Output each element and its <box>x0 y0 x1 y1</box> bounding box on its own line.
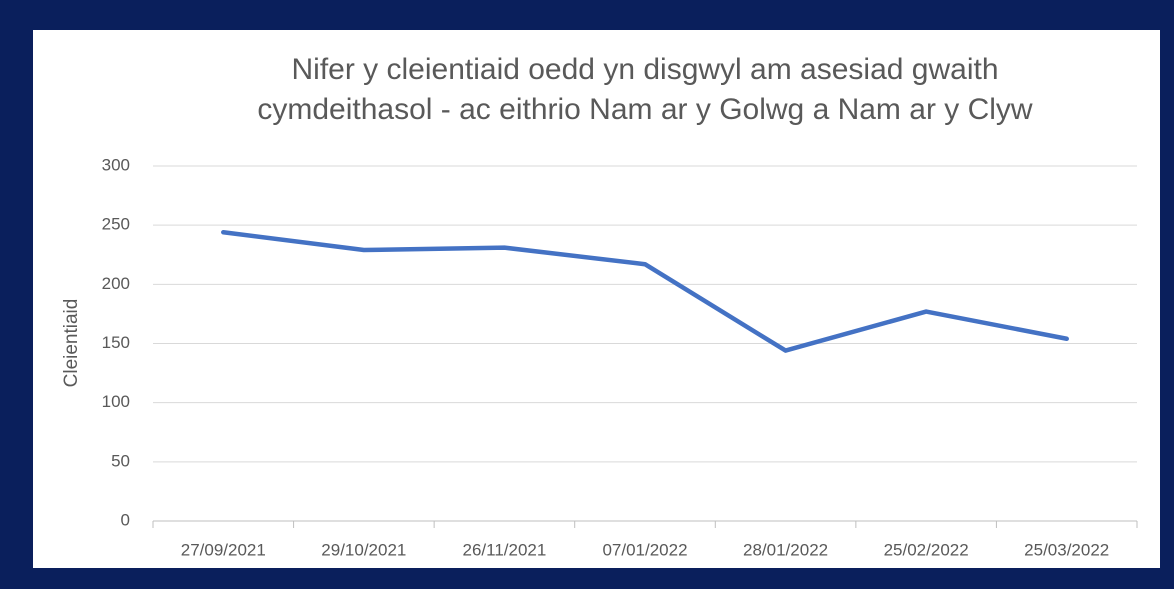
x-tick-label: 07/01/2022 <box>602 540 687 559</box>
y-tick-label: 100 <box>102 392 130 411</box>
y-tick-label: 200 <box>102 274 130 293</box>
x-tick-label: 29/10/2021 <box>321 540 406 559</box>
x-tick-label: 25/03/2022 <box>1024 540 1109 559</box>
y-tick-label: 150 <box>102 333 130 352</box>
chart-panel <box>33 30 1160 568</box>
x-tick-label: 26/11/2021 <box>463 540 547 559</box>
y-tick-label: 250 <box>102 215 130 234</box>
y-axis-label: Cleientiaid <box>61 299 82 388</box>
y-tick-label: 300 <box>102 155 130 174</box>
y-tick-label: 50 <box>111 451 130 470</box>
data-line <box>221 230 1069 353</box>
x-tick-label: 25/02/2022 <box>884 540 969 559</box>
x-tick-label: 28/01/2022 <box>743 540 828 559</box>
x-tick-label: 27/09/2021 <box>181 540 266 559</box>
y-tick-label: 0 <box>121 510 130 529</box>
chart-title: Nifer y cleientiaid oedd yn disgwyl am a… <box>257 53 1033 126</box>
